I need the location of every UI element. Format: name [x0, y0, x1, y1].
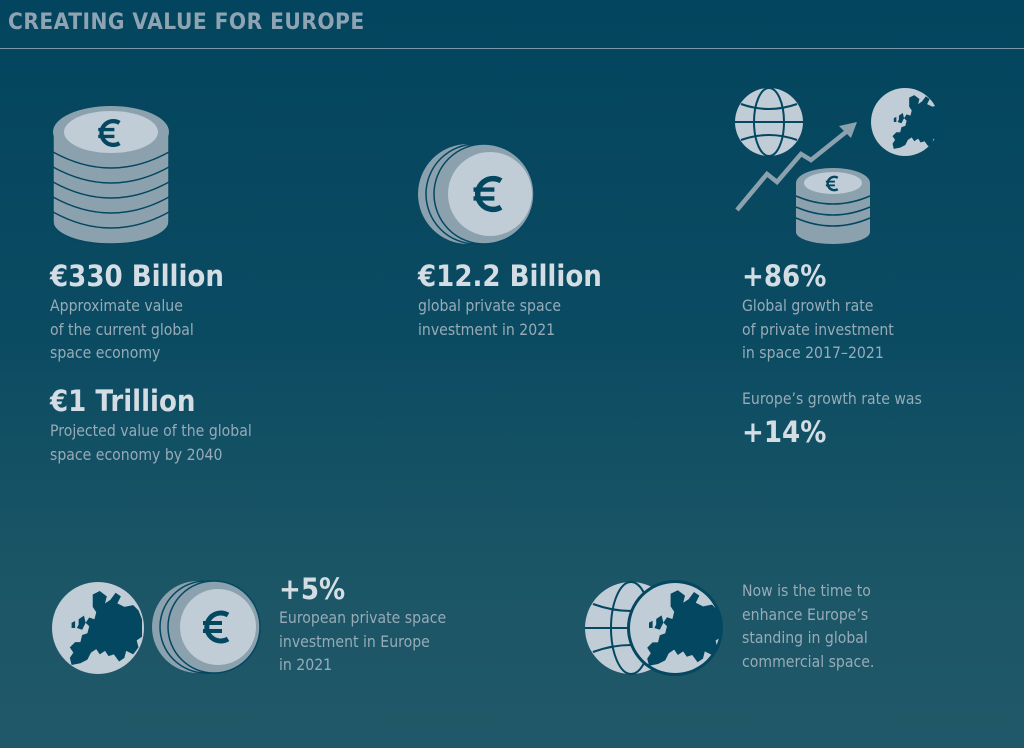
- stat-european-investment: +5% European private space investment in…: [279, 573, 469, 677]
- desc-line: standing in global: [742, 628, 868, 647]
- desc-line: Now is the time to: [742, 581, 871, 600]
- header: CREATING VALUE FOR EUROPE: [0, 0, 1024, 49]
- desc-line: global private space: [418, 296, 561, 315]
- stat-projected-economy: €1 Trillion Projected value of the globa…: [50, 385, 279, 466]
- page-title: CREATING VALUE FOR EUROPE: [8, 10, 365, 35]
- call-to-action: Now is the time to enhance Europe’s stan…: [742, 579, 892, 673]
- europe-globe-icon: [52, 582, 144, 674]
- desc-line: space economy by 2040: [50, 444, 223, 464]
- desc-line: investment in 2021: [418, 319, 556, 339]
- stat-value: +5%: [279, 572, 346, 606]
- desc-line: Global growth rate: [742, 296, 874, 315]
- desc-line: space economy: [50, 343, 161, 362]
- desc-line: Projected value of the global: [50, 421, 252, 440]
- coins-euro-icon: [418, 143, 535, 245]
- desc-line: European private space: [279, 608, 447, 627]
- desc-line: Approximate value: [50, 296, 183, 315]
- desc-line: in 2021: [279, 655, 333, 674]
- stat-description: global private space investment in 2021: [418, 294, 598, 341]
- globes-icon: [585, 580, 723, 676]
- desc-line: commercial space.: [742, 651, 875, 671]
- stat-description: Approximate value of the current global …: [50, 294, 220, 365]
- europe-globe-icon: [871, 88, 943, 156]
- desc-line: investment in Europe: [279, 631, 430, 651]
- stat-value: €330 Billion: [50, 259, 224, 293]
- stat-description: Projected value of the global space econ…: [50, 419, 252, 466]
- stat-value: €1 Trillion: [50, 384, 196, 418]
- stat-description: Global growth rate of private investment…: [742, 294, 922, 365]
- europe-growth-value: +14%: [742, 415, 827, 449]
- stat-value: +86%: [742, 259, 827, 293]
- cta-text: Now is the time to enhance Europe’s stan…: [742, 579, 874, 673]
- desc-line: of the current global: [50, 319, 194, 339]
- desc-line: of private investment: [742, 319, 894, 339]
- europe-growth-label: Europe’s growth rate was: [742, 388, 922, 408]
- desc-line: in space 2017–2021: [742, 343, 884, 362]
- desc-line: enhance Europe’s: [742, 604, 869, 624]
- stat-value: €12.2 Billion: [418, 259, 602, 293]
- stat-global-economy: €330 Billion Approximate value of the cu…: [50, 260, 243, 365]
- stat-private-investment: €12.2 Billion global private space inves…: [418, 260, 622, 341]
- stat-description: European private space investment in Eur…: [279, 606, 446, 677]
- growth-globe-coins-icon: [733, 86, 943, 246]
- globe-icon: [735, 87, 803, 157]
- stat-growth-rate: +86% Global growth rate of private inves…: [742, 260, 946, 448]
- coin-stack-icon: [52, 106, 170, 245]
- coins-euro-icon: [152, 580, 261, 674]
